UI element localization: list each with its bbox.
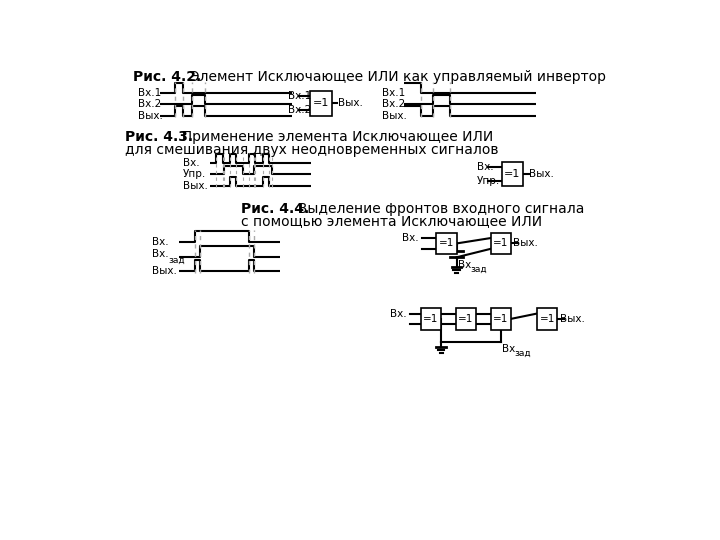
Text: Рис. 4.4.: Рис. 4.4. [241,202,310,216]
Text: зад: зад [515,349,531,358]
Text: =1: =1 [493,239,508,248]
Bar [537,308,557,330]
Bar [456,308,476,330]
Text: Вх.2: Вх.2 [138,99,161,109]
Text: Вых.: Вых. [138,111,163,120]
Text: Вх.: Вх. [458,260,474,271]
Text: =1: =1 [504,169,521,179]
Text: =1: =1 [493,314,508,324]
Bar [310,91,332,116]
Text: Вых.: Вых. [152,266,177,276]
Text: Вых.: Вых. [338,98,363,109]
Bar [490,233,510,254]
Text: Вх.2: Вх.2 [289,105,312,115]
Text: Упр.: Упр. [477,176,500,186]
Text: =1: =1 [458,314,474,324]
Text: Вх.: Вх. [183,158,199,167]
Text: Вых.: Вых. [559,314,585,324]
Text: =1: =1 [312,98,329,109]
Text: Вх.1: Вх.1 [289,91,312,102]
Text: Элемент Исключающее ИЛИ как управляемый инвертор: Элемент Исключающее ИЛИ как управляемый … [181,70,606,84]
Text: Упр.: Упр. [183,169,206,179]
Text: Рис. 4.2.: Рис. 4.2. [132,70,201,84]
Text: Выделение фронтов входного сигнала: Выделение фронтов входного сигнала [289,202,585,216]
Text: =1: =1 [423,314,438,324]
Text: Вых.: Вых. [513,239,538,248]
Text: Вх.: Вх. [152,249,168,259]
Text: Вх.: Вх. [152,237,168,247]
Bar [436,233,456,254]
Text: Вых.: Вых. [183,181,208,191]
Text: Применение элемента Исключающее ИЛИ: Применение элемента Исключающее ИЛИ [173,130,493,144]
Text: Вых.: Вых. [529,169,554,179]
Text: с помощью элемента Исключающее ИЛИ: с помощью элемента Исключающее ИЛИ [241,214,542,228]
Text: Вх.: Вх. [503,345,519,354]
Text: Вх.: Вх. [402,233,418,243]
Text: для смешивания двух неодновременных сигналов: для смешивания двух неодновременных сигн… [125,143,498,157]
Text: Вх.: Вх. [477,162,493,172]
Text: =1: =1 [438,239,454,248]
Text: Вых.: Вых. [382,111,407,120]
Text: Рис. 4.3.: Рис. 4.3. [125,130,193,144]
Text: зад: зад [471,265,487,274]
Text: =1: =1 [539,314,555,324]
Text: зад: зад [168,256,185,265]
Text: Вх.: Вх. [390,308,407,319]
Text: Вх.1: Вх.1 [382,87,405,98]
Bar [421,308,441,330]
Text: Вх.1: Вх.1 [138,87,161,98]
Bar [502,162,523,186]
Text: Вх.2: Вх.2 [382,99,405,109]
Bar [490,308,510,330]
